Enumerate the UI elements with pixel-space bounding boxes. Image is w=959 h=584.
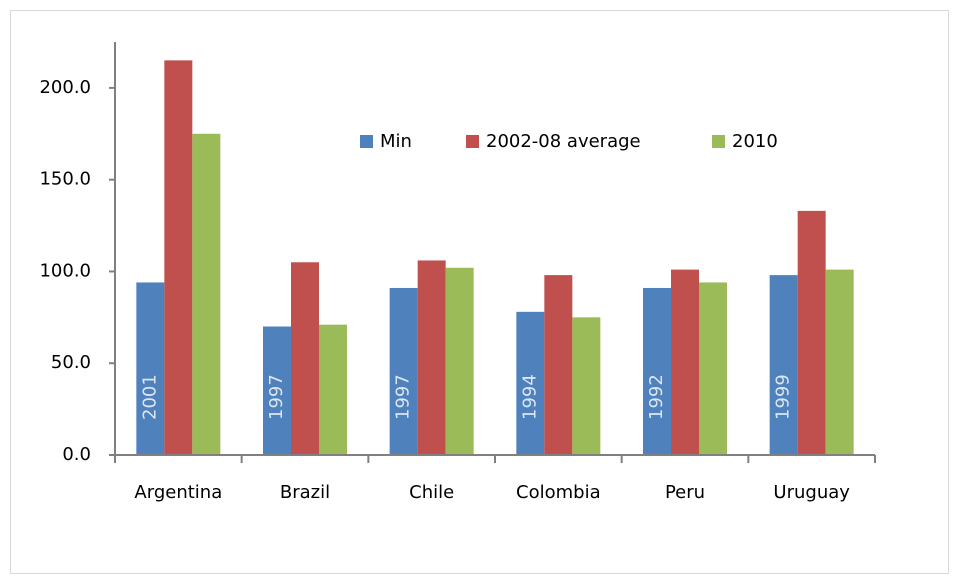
bar xyxy=(263,326,291,455)
x-tick-label: Peru xyxy=(665,482,705,503)
x-tick-label: Colombia xyxy=(516,482,601,503)
x-tick-label: Brazil xyxy=(280,482,330,503)
y-tick-label: 200.0 xyxy=(39,77,91,98)
bar-annotation: 1994 xyxy=(519,374,540,420)
bar xyxy=(544,275,573,455)
bar xyxy=(291,262,319,455)
bar xyxy=(769,275,798,455)
x-tick-label: Uruguay xyxy=(773,482,850,503)
y-tick-label: 50.0 xyxy=(51,352,91,373)
y-tick-label: 0.0 xyxy=(62,444,91,465)
bar xyxy=(572,317,601,455)
bar xyxy=(319,324,347,455)
chart-frame xyxy=(10,10,949,574)
bar xyxy=(699,282,727,455)
legend-label: 2002-08 average xyxy=(486,131,641,152)
bar xyxy=(825,269,854,455)
bar-annotation: 1997 xyxy=(393,374,414,420)
bar xyxy=(389,287,418,455)
bar-annotation: 2001 xyxy=(139,374,160,420)
bar xyxy=(417,260,446,455)
bar-annotation: 1999 xyxy=(773,374,794,420)
bar-annotation: 1992 xyxy=(646,374,667,420)
legend-swatch xyxy=(360,135,373,148)
bar xyxy=(164,60,193,455)
x-tick-label: Argentina xyxy=(134,482,222,503)
legend-swatch xyxy=(466,135,479,148)
bar xyxy=(445,267,474,455)
bar-annotation: 1997 xyxy=(266,374,287,420)
bar xyxy=(643,287,671,455)
legend-swatch xyxy=(712,135,725,148)
y-tick-label: 150.0 xyxy=(39,169,91,190)
legend-label: Min xyxy=(380,131,412,152)
legend-label: 2010 xyxy=(732,131,778,152)
x-tick-label: Chile xyxy=(409,482,454,503)
bar xyxy=(797,210,826,455)
y-tick-label: 100.0 xyxy=(39,260,91,281)
bar xyxy=(136,282,165,455)
bar xyxy=(671,269,699,455)
bar xyxy=(516,311,545,455)
bar xyxy=(192,133,221,455)
